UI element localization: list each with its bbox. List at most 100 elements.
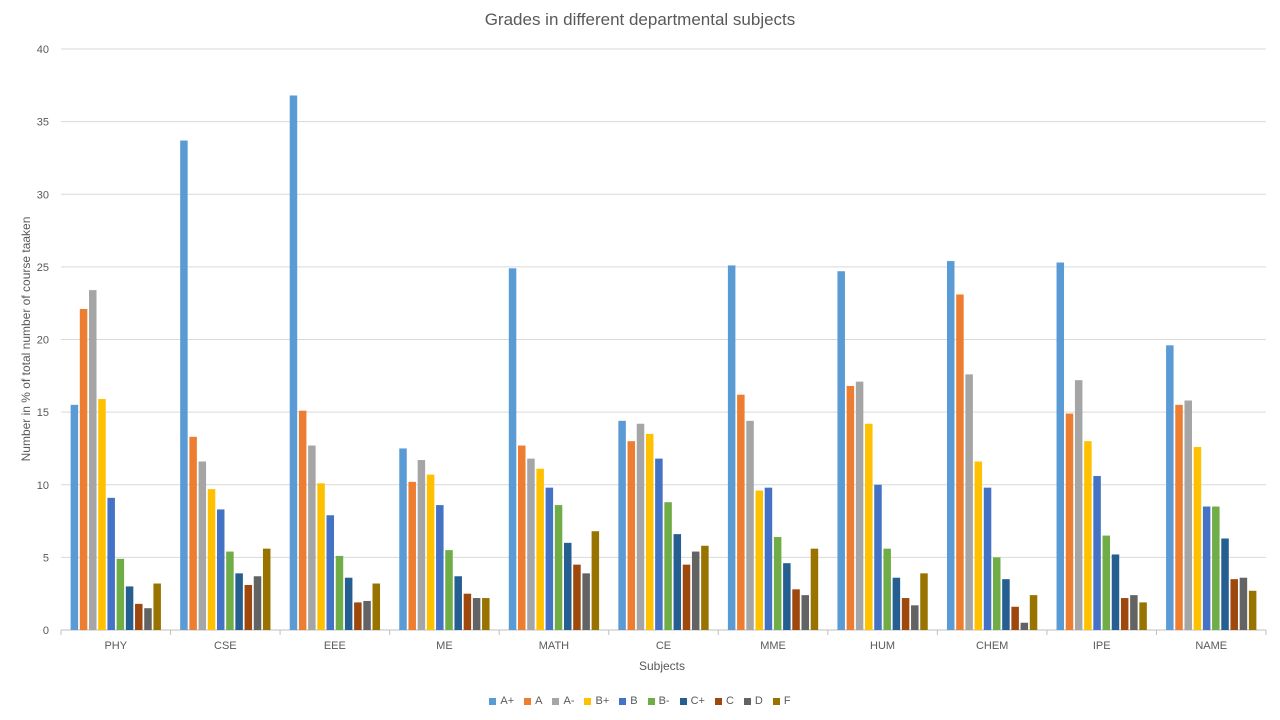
x-axis-ticks: PHY CSE EEE ME MATH CE MME HUM CHEM IPE NAME <box>60 630 1267 652</box>
y-tick-label: 40 <box>37 44 49 56</box>
bar-name-a <box>1175 404 1183 630</box>
legend-item: D <box>743 695 763 707</box>
bar-ipe-aminus <box>1074 380 1083 630</box>
bar-chem-f <box>1029 595 1038 630</box>
bar-ipe-bminus <box>1102 535 1111 630</box>
bar-cse-bplus <box>207 489 216 630</box>
x-axis-title: Subjects <box>639 659 685 673</box>
bar-ce-b <box>655 458 663 630</box>
bar-ipe-d <box>1130 595 1138 630</box>
gridlines <box>61 48 1266 631</box>
bar-eee-b <box>326 515 335 630</box>
bar-name-d <box>1239 577 1248 630</box>
legend-swatch <box>524 697 532 705</box>
legend: A+ A A- B+ B B- C+ C D F <box>0 693 1280 709</box>
bar-ipe-a <box>1065 413 1074 630</box>
bar-me-aplus <box>399 448 407 630</box>
bar-ipe-bplus <box>1084 441 1092 630</box>
bar-phy-cplus <box>125 586 134 630</box>
legend-item: F <box>772 695 791 707</box>
bar-math-d <box>582 573 590 630</box>
y-tick-label: 15 <box>37 407 49 419</box>
legend-swatch <box>647 697 655 705</box>
bar-mme-aplus <box>727 265 736 630</box>
bars <box>70 95 1257 631</box>
bar-chem-d <box>1020 622 1029 630</box>
bar-name-bplus <box>1193 446 1202 630</box>
legend-label: C+ <box>690 695 705 707</box>
legend-item: B- <box>647 695 670 707</box>
bar-me-a <box>408 481 416 630</box>
bar-eee-bplus <box>317 483 325 630</box>
bar-ce-bplus <box>645 433 654 630</box>
x-tick-label: CE <box>656 640 671 652</box>
bar-name-f <box>1248 590 1257 630</box>
legend-item: C+ <box>679 695 705 707</box>
bar-math-c <box>573 564 581 630</box>
legend-swatch <box>679 697 687 705</box>
bar-cse-c <box>244 584 253 630</box>
legend-label: A+ <box>500 695 515 707</box>
bar-cse-aminus <box>198 461 207 630</box>
y-tick-label: 10 <box>37 480 49 492</box>
bar-phy-d <box>144 608 152 630</box>
legend-label: A- <box>563 695 575 707</box>
y-axis-title: Number in % of total number of course ta… <box>19 217 33 462</box>
bar-ipe-f <box>1139 602 1147 630</box>
bar-eee-bminus <box>335 555 344 630</box>
bar-name-b <box>1202 506 1211 630</box>
bar-eee-aminus <box>308 445 316 630</box>
legend-label: B- <box>658 695 670 707</box>
bar-phy-aminus <box>89 290 97 630</box>
bar-ce-a <box>627 441 636 630</box>
bar-hum-d <box>911 605 919 630</box>
legend-swatch <box>489 697 497 705</box>
y-tick-label: 5 <box>43 552 49 564</box>
bar-chem-aplus <box>946 261 955 630</box>
bar-math-a <box>518 445 526 630</box>
bar-me-f <box>482 598 490 630</box>
x-tick-label: PHY <box>104 640 127 652</box>
bar-eee-cplus <box>344 577 353 630</box>
x-tick-label: ME <box>436 640 453 652</box>
bar-eee-f <box>372 583 381 630</box>
bar-chem-cplus <box>1002 579 1010 630</box>
bar-cse-d <box>253 576 262 630</box>
bar-math-aminus <box>527 458 535 630</box>
bar-hum-aminus <box>855 381 864 630</box>
bar-phy-a <box>79 308 88 630</box>
bar-hum-bplus <box>865 423 873 630</box>
x-tick-label: CSE <box>214 640 237 652</box>
x-tick-label: HUM <box>870 640 895 652</box>
bar-cse-bminus <box>226 551 234 630</box>
bar-ipe-cplus <box>1111 554 1120 630</box>
bar-ce-cplus <box>673 534 682 630</box>
bar-math-f <box>591 531 600 630</box>
bar-ipe-c <box>1120 598 1129 630</box>
legend-swatch <box>714 697 722 705</box>
bar-mme-bplus <box>755 490 763 630</box>
y-tick-label: 30 <box>37 189 49 201</box>
bar-mme-bminus <box>773 537 782 630</box>
bar-eee-d <box>363 600 371 630</box>
bar-ipe-aplus <box>1056 262 1065 630</box>
legend-swatch <box>619 697 627 705</box>
bar-phy-b <box>107 497 115 630</box>
bar-name-aminus <box>1184 400 1192 630</box>
bar-phy-f <box>153 583 161 630</box>
bar-me-aminus <box>417 460 426 630</box>
bar-phy-bplus <box>98 399 106 630</box>
bar-name-c <box>1230 579 1238 630</box>
bar-mme-cplus <box>783 563 791 630</box>
bar-mme-aminus <box>746 420 754 630</box>
x-tick-label: EEE <box>324 640 346 652</box>
x-tick-label: CHEM <box>976 640 1008 652</box>
bar-me-c <box>463 593 472 630</box>
x-tick-label: NAME <box>1195 640 1227 652</box>
bar-name-cplus <box>1221 538 1229 630</box>
bar-math-aplus <box>508 268 517 630</box>
bar-me-bminus <box>445 550 453 630</box>
bar-ce-f <box>701 545 709 630</box>
bar-phy-bminus <box>116 558 125 630</box>
